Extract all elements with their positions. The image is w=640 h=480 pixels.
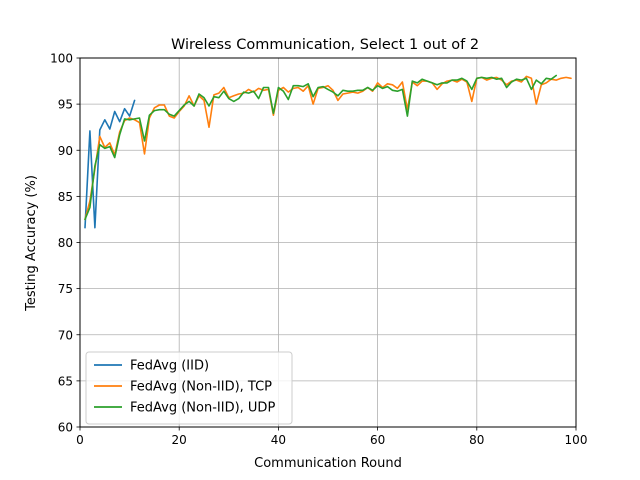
y-tick-label: 90	[58, 144, 73, 158]
y-tick-label: 95	[58, 98, 73, 112]
legend-box	[85, 351, 293, 425]
legend: FedAvg (IID) FedAvg (Non-IID), TCP FedAvg …	[85, 351, 293, 425]
x-tick-label: 80	[469, 433, 484, 447]
x-tick-label: 60	[370, 433, 385, 447]
y-tick-label: 65	[58, 374, 73, 388]
series-line-2	[84, 75, 572, 221]
y-tick-label: 100	[50, 52, 73, 66]
x-axis-label: Communication Round	[254, 456, 402, 471]
x-tick-label: 40	[271, 433, 286, 447]
y-tick-label: 75	[58, 282, 73, 296]
x-tick-label: 20	[172, 433, 187, 447]
series-line-3	[84, 74, 558, 221]
y-tick-label: 80	[58, 236, 73, 250]
x-tick-label: 0	[76, 433, 84, 447]
series-layer	[84, 74, 572, 229]
legend-label: FedAvg (Non-IID), TCP	[130, 380, 272, 395]
ticks: 0 20 40 60 80 100 60 65 70 75 80 85 90 95 100	[50, 52, 587, 448]
y-axis-label: Testing Accuracy (%)	[24, 175, 39, 312]
y-tick-label: 85	[58, 190, 73, 204]
legend-label: FedAvg (IID)	[130, 359, 209, 374]
x-tick-label: 100	[565, 433, 588, 447]
y-tick-label: 60	[58, 421, 73, 435]
y-tick-label: 70	[58, 328, 73, 342]
series-line-1	[84, 99, 136, 229]
chart-title: Wireless Communication, Select 1 out of …	[171, 37, 479, 53]
legend-label: FedAvg (Non-IID), UDP	[130, 401, 275, 416]
